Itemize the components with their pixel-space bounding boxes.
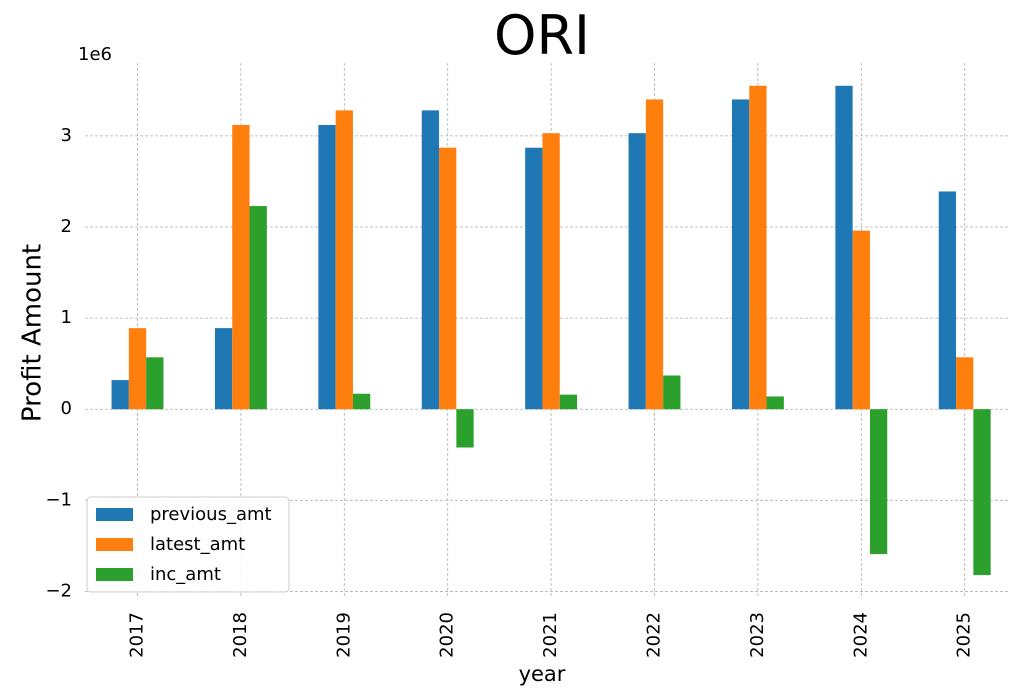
bar-previous_amt-2022 [628, 133, 646, 410]
x-axis-title: year [519, 662, 566, 686]
legend-label-previous_amt: previous_amt [150, 504, 272, 525]
y-tick-label: −2 [45, 580, 72, 601]
bar-previous_amt-2018 [214, 328, 233, 410]
x-tick-label: 2025 [954, 612, 975, 658]
bar-previous_amt-2019 [318, 124, 336, 410]
bar-inc_amt-2025 [973, 409, 991, 576]
bar-latest_amt-2025 [956, 357, 974, 410]
y-axis-title: Profit Amount [18, 244, 48, 422]
legend-swatch-latest_amt [96, 538, 133, 551]
bar-inc_amt-2018 [249, 206, 267, 410]
x-tick-labels: 2017 2018 2019 2020 2021 2022 2023 2024 2025 [127, 612, 975, 658]
bar-latest_amt-2024 [852, 230, 870, 410]
legend: previous_amt latest_amt inc_amt [86, 496, 290, 593]
bar-inc_amt-2020 [456, 409, 474, 448]
x-tick-label: 2019 [333, 612, 354, 658]
legend-label-latest_amt: latest_amt [150, 534, 245, 555]
bar-inc_amt-2022 [663, 375, 681, 410]
bar-previous_amt-2024 [835, 85, 853, 410]
bar-latest_amt-2023 [749, 85, 767, 410]
bar-latest_amt-2020 [439, 147, 457, 410]
y-tick-label: 0 [61, 398, 72, 419]
x-tick-label: 2022 [644, 612, 665, 658]
chart-title: ORI [494, 4, 590, 67]
bar-previous_amt-2017 [111, 380, 129, 410]
x-tick-label: 2017 [127, 612, 148, 658]
y-tick-labels: −2 −1 0 1 2 3 [45, 125, 72, 602]
bar-latest_amt-2021 [542, 133, 560, 410]
bar-latest_amt-2022 [645, 99, 664, 410]
legend-label-inc_amt: inc_amt [150, 564, 221, 585]
bar-latest_amt-2018 [232, 124, 250, 410]
bar-inc_amt-2021 [559, 394, 578, 410]
y-tick-label: −1 [45, 489, 72, 510]
legend-swatch-inc_amt [96, 568, 133, 581]
y-tick-label: 2 [61, 216, 72, 237]
bars-group [111, 85, 991, 576]
x-tick-label: 2018 [230, 612, 251, 658]
legend-swatch-previous_amt [96, 508, 133, 521]
y-tick-label: 3 [61, 125, 72, 146]
bar-previous_amt-2021 [525, 147, 543, 410]
bar-inc_amt-2017 [146, 357, 164, 410]
bar-latest_amt-2019 [335, 110, 353, 410]
bar-previous_amt-2025 [938, 191, 957, 410]
bar-inc_amt-2019 [352, 393, 371, 410]
x-tick-label: 2020 [437, 612, 458, 658]
bar-inc_amt-2023 [766, 396, 784, 410]
y-tick-label: 1 [61, 307, 72, 328]
bar-previous_amt-2020 [421, 110, 440, 410]
x-tick-label: 2021 [540, 612, 561, 658]
bar-latest_amt-2017 [128, 328, 147, 410]
bar-inc_amt-2024 [869, 409, 888, 555]
legend-box [86, 496, 290, 593]
bar-previous_amt-2023 [731, 99, 750, 410]
x-tick-label: 2024 [850, 612, 871, 658]
x-tick-label: 2023 [747, 612, 768, 658]
y-offset-label: 1e6 [78, 44, 112, 65]
